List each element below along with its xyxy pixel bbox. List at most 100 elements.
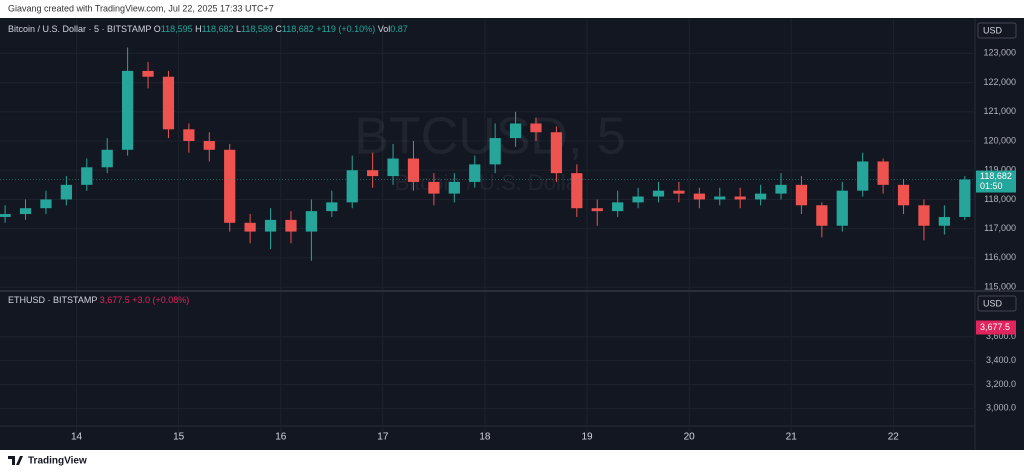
x-tick-label: 17 bbox=[377, 432, 389, 443]
legend: ETHUSD · BITSTAMP 3,677.5 +3.0 (+0.08%) bbox=[8, 295, 189, 305]
candle-body bbox=[509, 123, 522, 139]
watermark-subtitle: Bitcoin / U.S. Dollar bbox=[395, 170, 586, 195]
candle-body bbox=[938, 216, 950, 226]
candle-body bbox=[40, 199, 52, 209]
candle-body bbox=[244, 222, 256, 232]
pane: 115,000 116,000 117,000 118,000 119,000 120,0… bbox=[0, 18, 1017, 291]
candle-body bbox=[326, 202, 338, 212]
candle-body bbox=[489, 138, 501, 165]
footer-brand: TradingView bbox=[28, 456, 87, 467]
y-tick-label: 3,200.0 bbox=[986, 379, 1016, 389]
legend-volume-label: Vol bbox=[378, 24, 391, 34]
x-tick-label: 19 bbox=[581, 432, 593, 443]
candle-body bbox=[775, 184, 787, 194]
legend-value: 118,595 bbox=[161, 24, 193, 34]
y-tick-label: 3,400.0 bbox=[986, 355, 1016, 365]
candle-body bbox=[0, 214, 11, 217]
y-tick-label: 121,000 bbox=[983, 106, 1016, 116]
y-tick-label: 115,000 bbox=[984, 281, 1016, 291]
y-tick-label: 3,600.0 bbox=[986, 331, 1016, 341]
candle-body bbox=[795, 184, 808, 206]
legend-value: 118,682 bbox=[282, 24, 314, 34]
candle-body bbox=[673, 190, 685, 194]
candle-body bbox=[264, 219, 277, 232]
x-tick-label: 20 bbox=[684, 432, 696, 443]
candle-body bbox=[959, 179, 971, 217]
candle-body bbox=[754, 193, 767, 200]
candle-body bbox=[897, 184, 910, 206]
legend-field: C bbox=[275, 24, 282, 34]
candle-body bbox=[203, 141, 215, 150]
candle-body bbox=[122, 70, 134, 150]
candle-body bbox=[162, 76, 175, 130]
y-tick-label: 117,000 bbox=[984, 223, 1016, 233]
candle-body bbox=[81, 167, 93, 185]
candle-body bbox=[60, 184, 72, 200]
last-price-label: 118,682 bbox=[980, 171, 1012, 181]
logo-icon bbox=[8, 456, 23, 465]
x-tick-label: 14 bbox=[71, 432, 83, 443]
candle-body bbox=[428, 181, 440, 194]
candle-body bbox=[632, 196, 644, 203]
header-text: Giavang created with TradingView.com, Ju… bbox=[8, 3, 274, 13]
currency-label: USD bbox=[983, 25, 1003, 35]
candle-body bbox=[734, 196, 746, 200]
legend-change: +3.0 (+0.08%) bbox=[132, 295, 189, 305]
y-tick-label: 3,000.0 bbox=[986, 403, 1016, 413]
last-price-badge bbox=[976, 170, 1016, 193]
footer-logo: TradingView bbox=[8, 456, 87, 467]
candle-body bbox=[469, 164, 481, 182]
legend-title: Bitcoin / U.S. Dollar · 5 · BITSTAMP bbox=[8, 24, 151, 34]
candle-body bbox=[714, 196, 726, 200]
candle-body bbox=[857, 161, 869, 191]
legend-field: L bbox=[236, 24, 241, 34]
candle-body bbox=[571, 173, 583, 209]
candle-body bbox=[530, 123, 542, 133]
legend: Bitcoin / U.S. Dollar · 5 · BITSTAMP O11… bbox=[8, 24, 408, 34]
candle-body bbox=[816, 205, 828, 226]
candle-body bbox=[285, 219, 297, 232]
legend-value: 118,682 bbox=[202, 24, 234, 34]
currency-badge bbox=[977, 22, 1017, 39]
candle-body bbox=[612, 202, 624, 212]
legend-volume: 0.87 bbox=[390, 24, 408, 34]
candle-body bbox=[224, 149, 236, 223]
legend-value: 3,677.5 bbox=[100, 295, 130, 305]
legend-value: 118,589 bbox=[241, 24, 273, 34]
y-tick-label: 120,000 bbox=[983, 135, 1016, 145]
y-tick-label: 119,000 bbox=[984, 165, 1016, 175]
last-price-label: 3,677.5 bbox=[980, 322, 1010, 332]
candle-body bbox=[448, 181, 460, 194]
currency-badge bbox=[977, 295, 1017, 312]
y-tick-label: 118,000 bbox=[984, 194, 1016, 204]
legend-title: ETHUSD · BITSTAMP bbox=[8, 295, 97, 305]
y-tick-label: 123,000 bbox=[983, 48, 1016, 58]
x-tick-label: 16 bbox=[275, 432, 287, 443]
candle-body bbox=[407, 158, 420, 182]
x-tick-label: 22 bbox=[888, 432, 900, 443]
candle-body bbox=[591, 208, 603, 212]
x-tick-label: 21 bbox=[786, 432, 798, 443]
currency-label: USD bbox=[983, 298, 1003, 308]
candle-body bbox=[877, 161, 889, 185]
candle-body bbox=[918, 205, 930, 226]
legend-change: +119 (+0.10%) bbox=[316, 24, 375, 34]
candle-body bbox=[550, 132, 563, 174]
last-price-badge bbox=[976, 320, 1016, 335]
candle-body bbox=[305, 211, 318, 232]
legend-field: H bbox=[195, 24, 202, 34]
candle-body bbox=[142, 70, 154, 77]
candle-body bbox=[183, 129, 195, 142]
candle-body bbox=[346, 170, 358, 203]
candle-body bbox=[101, 149, 113, 168]
candle-body bbox=[836, 190, 848, 226]
candle-body bbox=[367, 170, 379, 177]
candle-body bbox=[693, 193, 705, 200]
candle-body bbox=[387, 158, 399, 177]
x-tick-label: 15 bbox=[173, 432, 185, 443]
y-tick-label: 116,000 bbox=[984, 252, 1016, 262]
candle-body bbox=[652, 190, 665, 197]
pane: 3,000.0 3,200.0 3,400.0 3,600.0 14 15 16 17 18 19… bbox=[0, 292, 1017, 443]
